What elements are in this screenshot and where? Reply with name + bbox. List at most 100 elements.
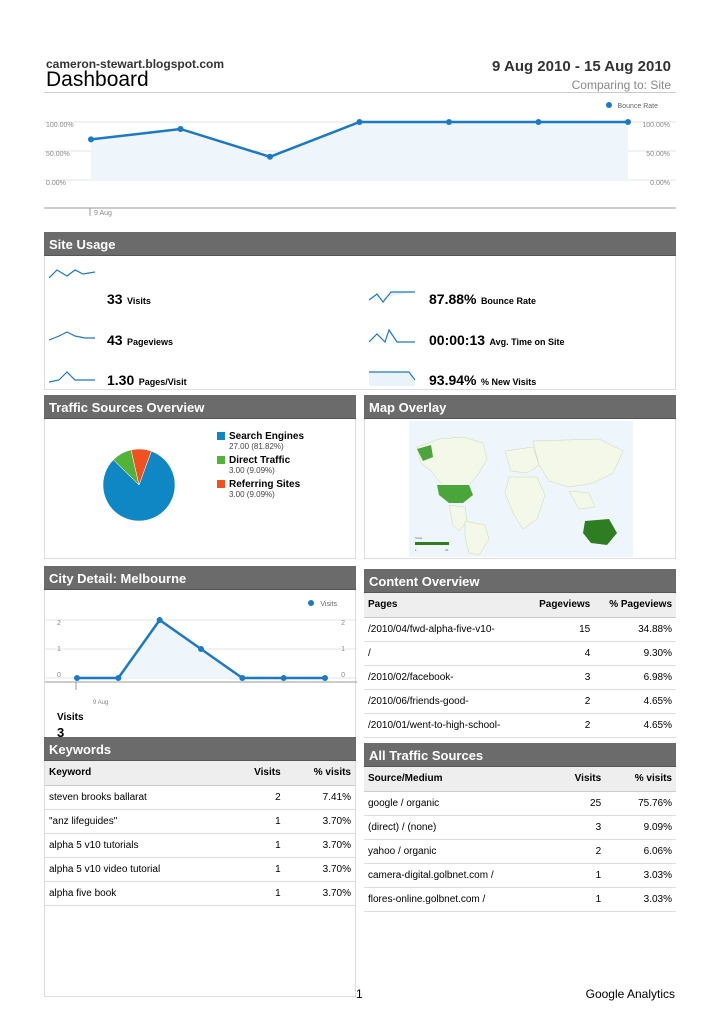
chart-legend: Bounce Rate <box>605 102 658 110</box>
visits-cell: 1 <box>231 809 285 834</box>
source-cell[interactable]: yahoo / organic <box>364 839 552 864</box>
data-point <box>267 153 273 160</box>
city-y-tick-2: 2 <box>57 620 61 627</box>
table-row: alpha five book 1 3.70% <box>45 881 355 906</box>
visits-cell: 1 <box>231 881 285 906</box>
table-row: yahoo / organic 2 6.06% <box>364 839 676 864</box>
direct-traffic-label: Direct Traffic <box>229 455 291 466</box>
page-title: Dashboard <box>46 68 149 91</box>
city-legend-label: Visits <box>320 601 337 608</box>
pages-visit-value: 1.30 <box>107 372 135 388</box>
search-engines-label: Search Engines <box>229 431 305 442</box>
world-map[interactable]: Visits 1 23 <box>409 421 633 557</box>
content-table: Pages Pageviews % Pageviews /2010/04/fwd… <box>364 593 676 738</box>
avg-time-value: 00:00:13 <box>429 332 486 348</box>
city-detail-title: City Detail: Melbourne <box>44 566 356 590</box>
source-cell[interactable]: camera-digital.golbnet.com / <box>364 863 552 888</box>
referring-sites-label: Referring Sites <box>229 479 301 490</box>
search-engines-detail: 27.00 (81.82%) <box>229 442 284 451</box>
stat-bounce: 87.88% Bounce Rate <box>429 291 536 309</box>
data-point <box>115 675 122 681</box>
table-row: flores-online.golbnet.com /1 3.03% <box>364 887 676 912</box>
direct-traffic-detail: 3.00 (9.09%) <box>229 466 275 475</box>
col-pct-visits: % visits <box>605 767 676 792</box>
city-y-tick-0: 0 <box>57 672 61 679</box>
pageviews-cell: 15 <box>525 617 595 642</box>
page-link[interactable]: /2010/01/went-to-high-school- <box>364 713 526 738</box>
data-point <box>74 675 80 681</box>
page-link[interactable]: / <box>364 641 526 666</box>
pageviews-cell: 2 <box>525 689 595 714</box>
pages-visit-label: Pages/Visit <box>138 377 187 387</box>
col-pageviews: Pageviews <box>525 593 595 618</box>
pct-cell: 9.30% <box>594 641 676 666</box>
visits-value: 33 <box>107 291 123 307</box>
visits-cell: 3 <box>551 815 606 840</box>
table-row: alpha 5 v10 video tutorial 1 3.70% <box>45 857 355 882</box>
keywords-table: Keyword Visits % visits steven brooks ba… <box>45 761 355 906</box>
traffic-sources-title: Traffic Sources Overview <box>44 395 356 419</box>
pct-cell: 6.06% <box>605 839 676 864</box>
usa-region <box>437 485 473 503</box>
pageviews-cell: 3 <box>525 665 595 690</box>
pageviews-value: 43 <box>107 332 123 348</box>
date-range[interactable]: 9 Aug 2010 - 15 Aug 2010 <box>492 58 671 75</box>
pct-cell: 7.41% <box>284 785 355 810</box>
source-cell[interactable]: google / organic <box>364 791 552 816</box>
y-tick-right-50: 50.00% <box>646 151 670 158</box>
data-point <box>535 119 542 125</box>
sparkline-bounce <box>369 291 415 303</box>
pageviews-cell: 4 <box>525 641 595 666</box>
keyword-cell[interactable]: alpha 5 v10 tutorials <box>45 833 231 858</box>
stat-pages-visit: 1.30 Pages/Visit <box>107 372 187 390</box>
content-overview-title: Content Overview <box>364 569 676 593</box>
data-point <box>356 119 363 125</box>
footer-brand: Google Analytics <box>585 987 675 1001</box>
keyword-cell[interactable]: alpha five book <box>45 881 231 906</box>
keywords-panel: Keywords Keyword Visits % visits steven … <box>44 737 356 997</box>
pct-cell: 75.76% <box>605 791 676 816</box>
city-x-tick-label: 9 Aug <box>93 700 109 706</box>
header-divider <box>44 92 676 93</box>
stat-visits: 33 Visits <box>107 291 151 309</box>
pageviews-label: Pageviews <box>127 337 174 347</box>
sparkline-new-visits <box>369 371 416 386</box>
city-y-tick-right-1: 1 <box>341 646 345 653</box>
keyword-cell[interactable]: alpha 5 v10 video tutorial <box>45 857 231 882</box>
bounce-label: Bounce Rate <box>480 296 536 306</box>
keywords-header-row: Keyword Visits % visits <box>45 761 355 786</box>
avg-time-label: Avg. Time on Site <box>489 337 565 347</box>
pct-cell: 3.70% <box>284 881 355 906</box>
page-link[interactable]: /2010/06/friends-good- <box>364 689 526 714</box>
map-legend-max: 23 <box>445 548 449 552</box>
col-pct-visits: % visits <box>284 761 355 786</box>
keyword-cell[interactable]: "anz lifeguides" <box>45 809 231 834</box>
data-point <box>322 675 328 681</box>
page-link[interactable]: /2010/04/fwd-alpha-five-v10- <box>364 617 526 642</box>
svg-text:Visits: Visits <box>415 536 423 540</box>
visits-cell: 25 <box>551 791 606 816</box>
visits-cell: 1 <box>551 863 606 888</box>
source-cell[interactable]: flores-online.golbnet.com / <box>364 887 552 912</box>
keyword-cell[interactable]: steven brooks ballarat <box>45 785 231 810</box>
content-overview-panel: Content Overview Pages Pageviews % Pagev… <box>364 569 676 738</box>
pct-cell: 4.65% <box>594 689 676 714</box>
keywords-title: Keywords <box>44 737 356 761</box>
legend-search-engines: Search Engines 27.00 (81.82%) <box>217 431 304 451</box>
pct-cell: 3.70% <box>284 857 355 882</box>
all-traffic-title: All Traffic Sources <box>364 743 676 767</box>
data-point <box>625 119 631 125</box>
data-point <box>177 125 184 132</box>
sparkline-avg-time <box>369 328 415 344</box>
y-tick-right-0: 0.00% <box>650 180 670 187</box>
city-metric-label: Visits <box>57 712 84 723</box>
page-link[interactable]: /2010/02/facebook- <box>364 665 526 690</box>
pct-cell: 4.65% <box>594 713 676 738</box>
source-cell[interactable]: (direct) / (none) <box>364 815 552 840</box>
pct-cell: 3.70% <box>284 833 355 858</box>
legend-referring-sites: Referring Sites 3.00 (9.09%) <box>217 479 304 499</box>
bounce-rate-chart: Bounce Rate 100.00% 50.00% 0.00% 100.00%… <box>44 98 676 220</box>
traffic-sources-panel: Traffic Sources Overview Search Engines … <box>44 395 356 559</box>
table-row: alpha 5 v10 tutorials 1 3.70% <box>45 833 355 858</box>
legend-dot-icon <box>605 102 612 108</box>
